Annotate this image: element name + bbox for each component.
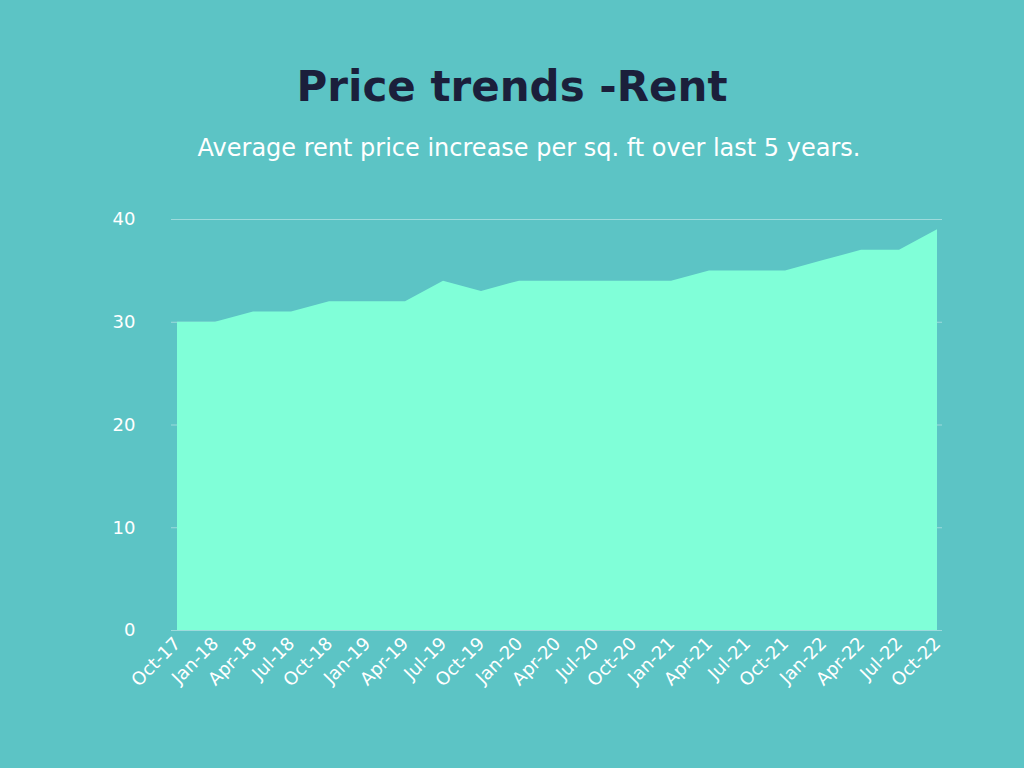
svg-text:Jan-18: Jan-18 (167, 632, 223, 688)
svg-text:Jan-20: Jan-20 (471, 632, 527, 688)
html-text:Price trends -Rent: Price trends -Rent (296, 62, 728, 111)
svg-text:Apr-20: Apr-20 (508, 633, 565, 690)
svg-text:Jan-19: Jan-19 (319, 632, 375, 688)
html-text:Average rent price increase pe: Average rent price increase per sq. ft o… (197, 134, 861, 162)
svg-text:Jan-22: Jan-22 (775, 632, 831, 688)
svg-text:Oct-21: Oct-21 (734, 632, 793, 691)
svg-text:Jul-18: Jul-18 (247, 632, 299, 684)
svg-text:Oct-18: Oct-18 (278, 632, 337, 691)
svg-text:Apr-21: Apr-21 (660, 633, 717, 690)
svg-text:10: 10 (113, 517, 136, 538)
svg-text:Oct-19: Oct-19 (430, 632, 489, 691)
svg-text:Apr-18: Apr-18 (204, 633, 261, 690)
svg-text:Jul-22: Jul-22 (855, 632, 907, 684)
svg-text:Jul-19: Jul-19 (399, 632, 451, 684)
svg-text:Jul-21: Jul-21 (703, 632, 755, 684)
svg-text:Jul-20: Jul-20 (551, 632, 603, 684)
svg-text:Oct-20: Oct-20 (582, 632, 641, 691)
svg-text:30: 30 (113, 311, 136, 332)
svg-text:Jan-21: Jan-21 (623, 632, 679, 688)
svg-text:Apr-22: Apr-22 (812, 633, 869, 690)
svg-text:Apr-19: Apr-19 (356, 633, 413, 690)
svg-text:20: 20 (113, 414, 136, 435)
svg-text:40: 40 (113, 208, 136, 229)
svg-text:Oct-22: Oct-22 (887, 633, 945, 691)
svg-text:Oct-17: Oct-17 (126, 632, 185, 691)
svg-text:0: 0 (124, 619, 135, 640)
